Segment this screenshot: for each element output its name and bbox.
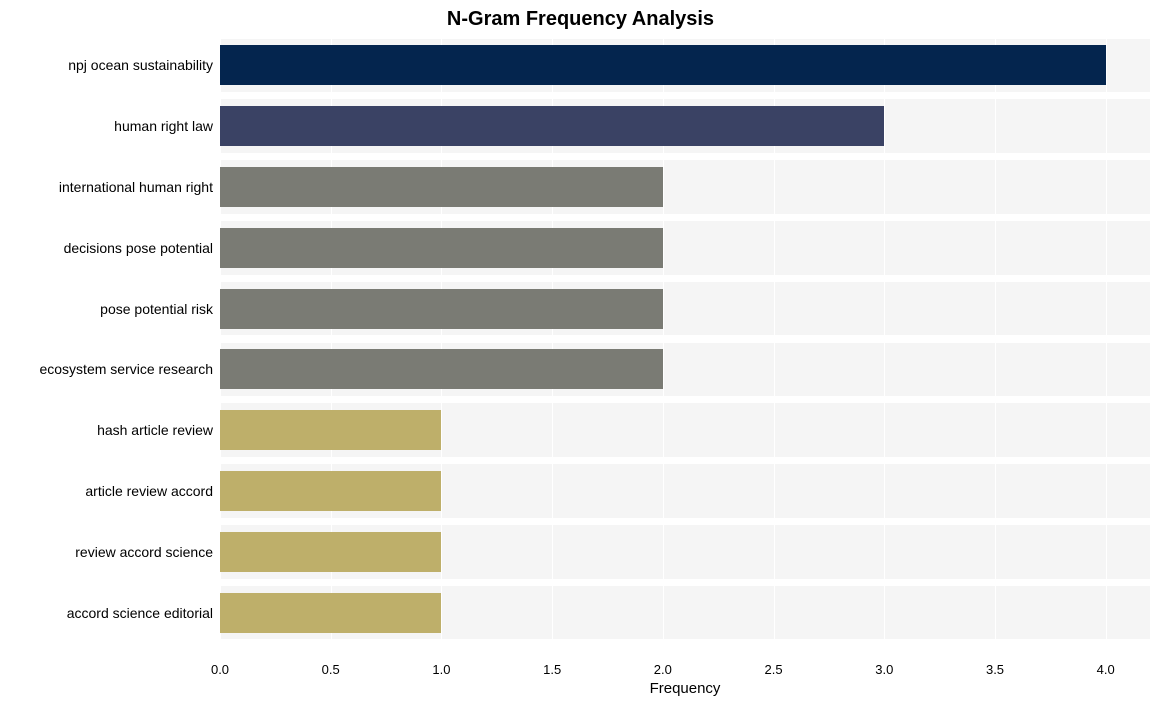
- bar: [220, 228, 663, 268]
- y-tick-label: pose potential risk: [3, 301, 213, 317]
- y-tick-label: international human right: [3, 179, 213, 195]
- gridline: [995, 35, 996, 643]
- y-tick-label: decisions pose potential: [3, 240, 213, 256]
- bar: [220, 410, 441, 450]
- y-tick-label: human right law: [3, 118, 213, 134]
- x-tick-label: 2.0: [654, 662, 672, 677]
- gridline: [884, 35, 885, 643]
- bar: [220, 106, 884, 146]
- y-tick-label: hash article review: [3, 422, 213, 438]
- bar: [220, 45, 1106, 85]
- y-tick-label: ecosystem service research: [3, 361, 213, 377]
- x-tick-label: 0.0: [211, 662, 229, 677]
- plot-area: [220, 35, 1150, 643]
- y-tick-label: review accord science: [3, 544, 213, 560]
- y-tick-label: accord science editorial: [3, 605, 213, 621]
- x-tick-label: 0.5: [322, 662, 340, 677]
- bar: [220, 593, 441, 633]
- y-tick-label: npj ocean sustainability: [3, 57, 213, 73]
- x-tick-label: 3.5: [986, 662, 1004, 677]
- x-tick-label: 2.5: [765, 662, 783, 677]
- x-tick-label: 3.0: [875, 662, 893, 677]
- ngram-frequency-chart: N-Gram Frequency Analysis Frequency npj …: [0, 0, 1161, 701]
- bar: [220, 289, 663, 329]
- bar: [220, 349, 663, 389]
- x-tick-label: 4.0: [1097, 662, 1115, 677]
- bar: [220, 471, 441, 511]
- bar: [220, 167, 663, 207]
- chart-title: N-Gram Frequency Analysis: [0, 8, 1161, 31]
- x-tick-label: 1.0: [432, 662, 450, 677]
- bar: [220, 532, 441, 572]
- gridline: [1106, 35, 1107, 643]
- x-tick-label: 1.5: [543, 662, 561, 677]
- x-axis-title: Frequency: [220, 680, 1150, 697]
- y-tick-label: article review accord: [3, 483, 213, 499]
